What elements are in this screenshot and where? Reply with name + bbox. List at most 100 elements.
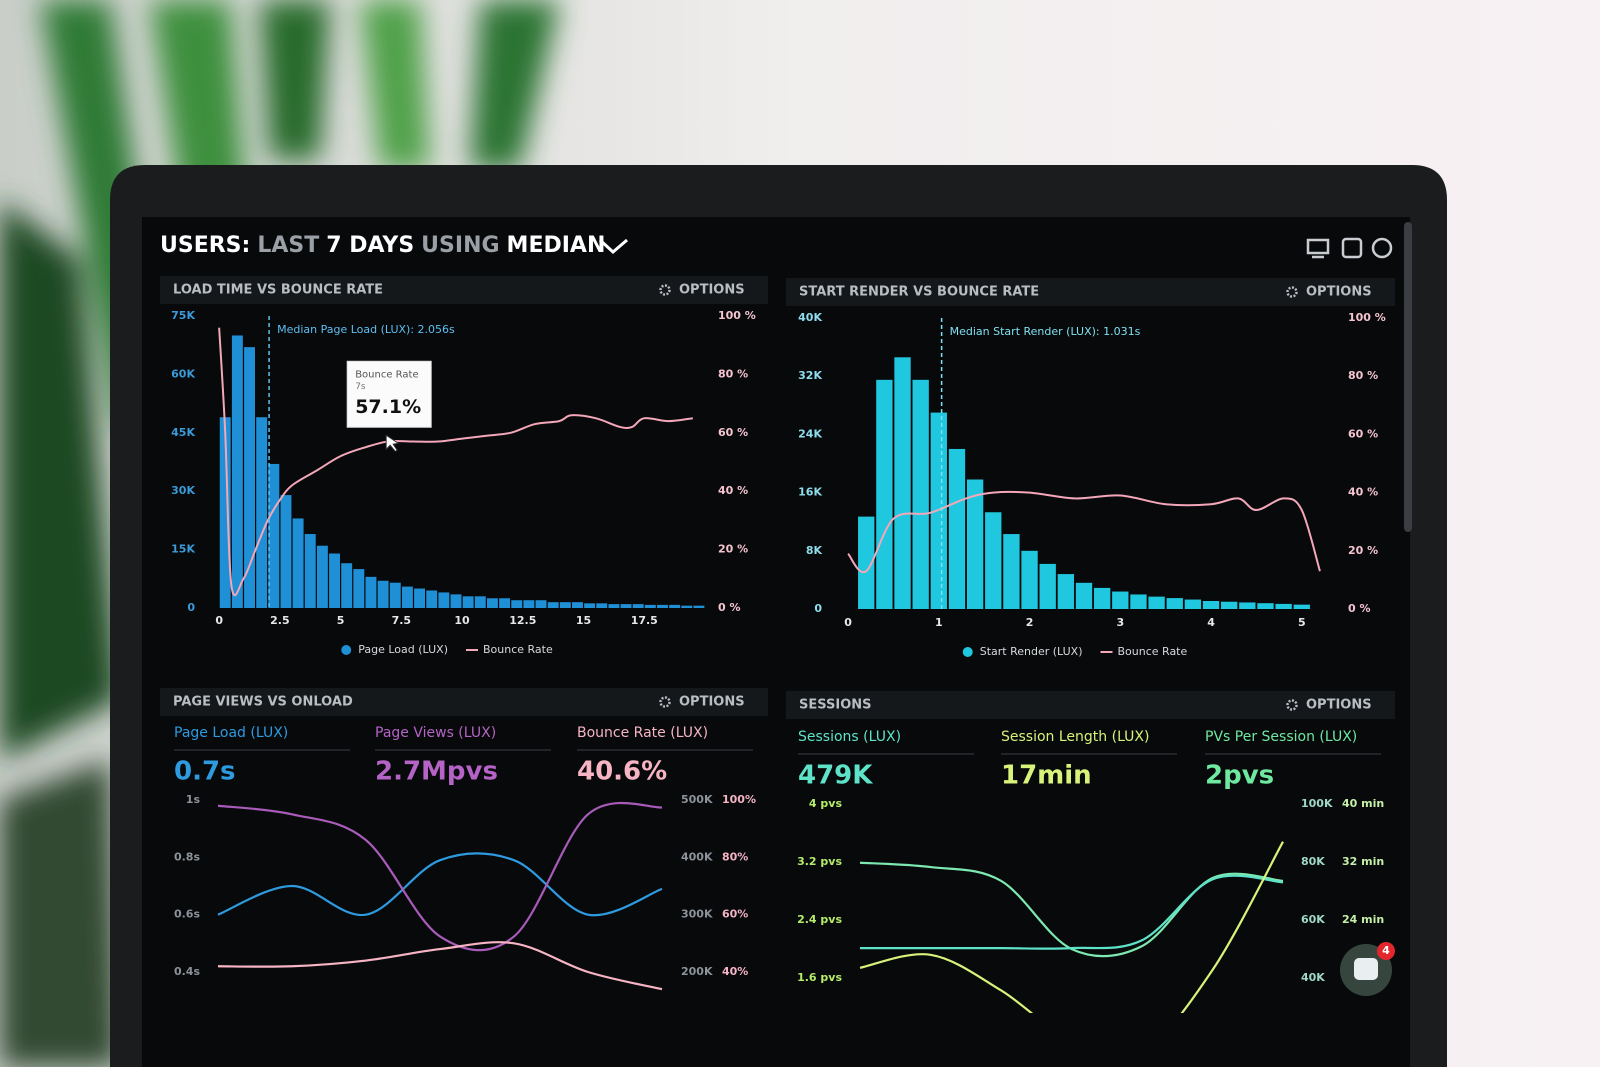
bar <box>511 600 523 608</box>
y3-tick-label: 100% <box>722 793 756 806</box>
panel-header <box>160 688 768 716</box>
options-button[interactable]: OPTIONS <box>1286 698 1372 713</box>
x-tick-label: 17.5 <box>631 614 658 627</box>
legend-label: Page Load (LUX) <box>358 643 448 656</box>
page-title: USERS: LAST 7 DAYS USING MEDIAN <box>160 233 605 258</box>
legend-label: Bounce Rate <box>1118 645 1188 658</box>
x-tick-label: 4 <box>1207 616 1215 629</box>
title-part: MEDIAN <box>507 233 606 258</box>
y-tick-label: 1s <box>186 793 201 806</box>
x-tick-label: 10 <box>454 614 470 627</box>
median-label: Median Page Load (LUX): 2.056s <box>277 323 455 336</box>
x-tick-label: 5 <box>337 614 345 627</box>
panel-header <box>786 278 1395 306</box>
share-icon[interactable] <box>1341 237 1363 259</box>
bar <box>1275 603 1292 609</box>
panel: SESSIONS OPTIONS 1.6 pvs 2.4 pvs 3.2 pvs 4 pv… <box>786 691 1395 1013</box>
y3-tick-label: 24 min <box>1342 913 1384 926</box>
bar <box>316 545 328 608</box>
metric-label: Page Load (LUX) <box>174 725 288 741</box>
bar <box>377 580 389 608</box>
bar <box>596 603 608 608</box>
bar <box>547 602 559 608</box>
x-tick-label: 5 <box>1298 616 1306 629</box>
y2-tick-label: 60K <box>1301 913 1325 926</box>
chat-badge <box>1377 942 1395 960</box>
bar <box>414 588 426 608</box>
bar <box>353 569 365 608</box>
metric-value: 17min <box>1001 761 1092 791</box>
scrollbar[interactable] <box>1404 222 1412 532</box>
cursor <box>385 434 400 452</box>
options-label: OPTIONS <box>679 283 745 298</box>
line-series <box>218 327 693 597</box>
header-icons[interactable] <box>1306 237 1393 259</box>
bar <box>292 518 304 608</box>
metric-value: 0.7s <box>174 757 236 787</box>
line-series <box>860 874 1284 950</box>
y-tick-label: 0.6s <box>174 908 200 921</box>
gear-icon <box>1286 699 1298 711</box>
y-tick-label: 16K <box>798 486 822 499</box>
chat-badge-count: 4 <box>1382 944 1390 957</box>
bar <box>966 479 984 609</box>
y2-tick-label: 20 % <box>1348 544 1378 557</box>
options-button[interactable]: OPTIONS <box>659 695 745 710</box>
metric-label: Session Length (LUX) <box>1001 729 1149 745</box>
bar <box>1293 604 1310 609</box>
bar <box>1130 594 1147 609</box>
panel-title: PAGE VIEWS VS ONLOAD <box>173 695 353 710</box>
monitor-icon[interactable] <box>1306 238 1330 255</box>
y3-tick-label: 32 min <box>1342 855 1384 868</box>
panel-title: LOAD TIME VS BOUNCE RATE <box>173 283 383 298</box>
bar <box>365 576 377 608</box>
y2-tick-label: 40K <box>1301 971 1325 984</box>
x-tick-label: 1 <box>935 616 943 629</box>
bar <box>329 553 341 608</box>
bar <box>499 598 511 608</box>
plot-lines <box>217 801 663 991</box>
bar <box>571 602 583 608</box>
y2-tick-label: 80 % <box>718 367 748 380</box>
bar <box>644 604 656 608</box>
bar <box>559 602 571 608</box>
median-label: Median Start Render (LUX): 1.031s <box>950 325 1141 338</box>
legend-label: Bounce Rate <box>483 643 553 656</box>
y2-tick-label: 60 % <box>718 426 748 439</box>
y2-tick-label: 60 % <box>1348 427 1378 440</box>
y2-tick-label: 40 % <box>718 484 748 497</box>
line-series <box>217 852 663 917</box>
y2-tick-label: 0 % <box>1348 602 1371 615</box>
x-tick-label: 7.5 <box>392 614 412 627</box>
dropdown-chevron[interactable] <box>598 238 628 255</box>
panel: PAGE VIEWS VS ONLOAD OPTIONS 0.4s 0.6s 0.8s 1… <box>160 688 768 991</box>
x-tick-label: 0 <box>215 614 223 627</box>
bar <box>450 594 462 608</box>
bar <box>1003 534 1020 609</box>
panel-title: SESSIONS <box>799 698 872 713</box>
y-tick-label: 0.4s <box>174 965 200 978</box>
title-part: USERS: <box>160 233 250 258</box>
options-button[interactable]: OPTIONS <box>1286 285 1372 300</box>
y-tick-label: 40K <box>798 311 822 324</box>
bar <box>1202 600 1220 609</box>
bar <box>608 604 620 608</box>
help-icon[interactable] <box>1371 237 1393 259</box>
panel: LOAD TIME VS BOUNCE RATE OPTIONS 0 15K 30K 45… <box>160 276 768 656</box>
y2-tick-label: 200K <box>681 965 713 978</box>
bar <box>535 600 547 608</box>
legend-marker <box>341 645 352 655</box>
y2-tick-label: 100K <box>1301 797 1333 810</box>
chat-button[interactable]: 4 <box>1340 942 1395 996</box>
metric-value: 479K <box>798 761 873 791</box>
metric-value: 2.7Mpvs <box>375 757 498 787</box>
line-series <box>217 941 663 991</box>
options-label: OPTIONS <box>1306 698 1372 713</box>
options-button[interactable]: OPTIONS <box>659 283 745 298</box>
bar <box>912 379 929 609</box>
y2-tick-label: 20 % <box>718 543 748 556</box>
legend: Start Render (LUX) Bounce Rate <box>962 645 1188 658</box>
bar <box>1257 603 1274 609</box>
